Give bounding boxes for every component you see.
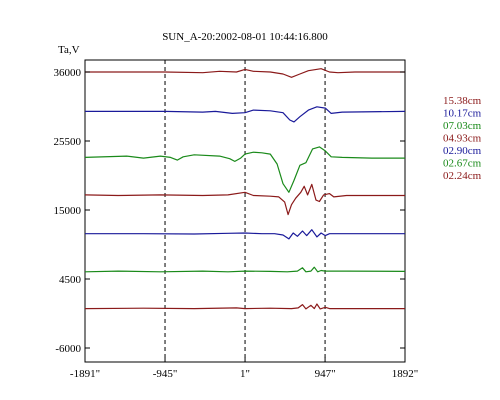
data-series [84, 68, 406, 310]
legend: 15.38cm10.17cm07.03cm04.93cm02.90cm02.67… [443, 95, 482, 182]
legend-entry: 02.67cm [443, 158, 482, 170]
legend-entry: 10.17cm [443, 108, 482, 120]
y-tick-label: -6000 [55, 343, 81, 355]
y-tick-label: 25500 [54, 136, 82, 148]
series-line-0493cm [84, 183, 405, 216]
series-line-0224cm [84, 303, 405, 310]
x-tick-label: 1892" [392, 368, 419, 380]
y-axis-label: Ta,V [58, 44, 80, 56]
x-tick-label: 1" [240, 368, 250, 380]
x-tick-label: -945" [153, 368, 178, 380]
legend-entry: 04.93cm [443, 133, 482, 145]
y-tick-label: 15000 [54, 205, 82, 217]
series-line-1017cm [85, 106, 406, 123]
x-axis-ticks: -1891" -945" 1" 947" 1892" [70, 357, 418, 380]
series-line-1538cm [85, 68, 405, 78]
y-axis-ticks: 36000 25500 15000 4500 -6000 [54, 67, 405, 355]
y-tick-label: 36000 [54, 67, 82, 79]
vertical-dashed-lines [164, 60, 326, 362]
legend-entry: 07.03cm [443, 120, 482, 132]
legend-entry: 15.38cm [443, 95, 482, 107]
series-line-0267cm [84, 266, 406, 273]
chart-title: SUN_A-20:2002-08-01 10:44:16.800 [162, 31, 328, 43]
series-line-0290cm [85, 229, 405, 240]
legend-entry: 02.24cm [443, 170, 482, 182]
x-tick-label: -1891" [70, 368, 100, 380]
legend-entry: 02.90cm [443, 145, 482, 157]
y-tick-label: 4500 [59, 274, 82, 286]
x-tick-label: 947" [315, 368, 336, 380]
series-line-0703cm [84, 146, 405, 193]
